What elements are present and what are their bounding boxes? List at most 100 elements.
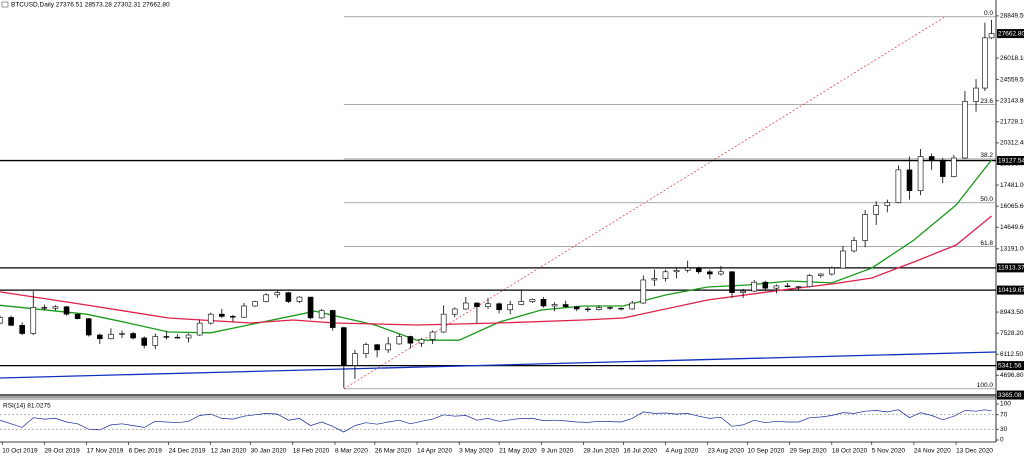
y-tick-label: 24559.50 [1000, 76, 1024, 83]
candle-body [806, 275, 813, 287]
x-tick-label: 16 Jul 2020 [623, 448, 657, 455]
candle-body [163, 336, 170, 338]
x-tick-label: 30 Jan 2020 [251, 448, 287, 455]
y-tick-label: 26018.10 [1000, 55, 1024, 62]
candle-body [507, 304, 514, 311]
candle-body [130, 333, 136, 339]
rsi-label: RSI(14) 81.0275 [3, 403, 51, 410]
fib-label: 0.0 [984, 10, 993, 17]
candle-body [982, 37, 988, 89]
candle-body [585, 308, 591, 311]
candle-body [307, 296, 314, 319]
candle-body [729, 271, 735, 293]
current-price-box [997, 29, 1024, 39]
candle-body [762, 281, 769, 289]
candle-body [884, 202, 891, 206]
rsi-tick-label: 30 [1000, 426, 1008, 433]
candle-body [740, 290, 746, 293]
candle-body [607, 307, 613, 309]
candle-body [906, 169, 913, 192]
x-tick-label: 6 Dec 2019 [129, 448, 163, 455]
candle-body [263, 294, 269, 302]
x-tick-label: 8 Mar 2020 [335, 448, 368, 455]
candle-body [219, 313, 225, 317]
rsi-tick-label: 70 [1000, 412, 1008, 419]
candle-body [784, 285, 791, 288]
candle-body [285, 292, 292, 302]
candle-body [695, 267, 702, 273]
x-tick-label: 12 Jan 2020 [211, 448, 247, 455]
candle-body [329, 310, 336, 328]
candle-body [707, 271, 713, 275]
candle-body [496, 303, 502, 311]
candle-body [640, 279, 647, 304]
candle-body [119, 333, 125, 335]
candle-body [185, 334, 192, 339]
candle-body [917, 156, 924, 192]
level-label: 5341.56 [998, 362, 1022, 369]
level-label: 11913.37 [998, 265, 1024, 272]
candle-body [463, 302, 469, 310]
current-price-label: 27662.80 [998, 30, 1024, 37]
candle-body [85, 318, 92, 336]
level-box [997, 285, 1024, 295]
rsi-tick-label: 0 [1000, 437, 1004, 444]
y-tick-label: 21728.10 [1000, 119, 1024, 126]
candle-body [8, 317, 14, 326]
candle-body [474, 302, 480, 308]
x-tick-label: 18 Feb 2020 [293, 448, 330, 455]
candle-body [573, 306, 580, 310]
candle-body [141, 337, 147, 346]
fib-label: 23.6 [980, 98, 993, 105]
candle-body [341, 327, 347, 366]
candle-body [951, 157, 957, 177]
candle-body [97, 334, 103, 340]
candle-body [629, 302, 636, 310]
candle-body [174, 336, 181, 339]
x-tick-label: 26 Mar 2020 [375, 448, 412, 455]
candle-body [429, 331, 436, 340]
x-tick-label: 21 May 2020 [499, 448, 537, 455]
candle-body [751, 281, 758, 292]
x-tick-label: 29 Oct 2019 [44, 448, 80, 455]
level-box [997, 156, 1024, 166]
level-box [997, 361, 1024, 371]
candle-body [962, 101, 968, 159]
candle-body [795, 286, 802, 288]
candle-body [296, 296, 303, 302]
x-tick-label: 9 Jun 2020 [541, 448, 574, 455]
candle-body [895, 169, 902, 203]
candle-body [374, 344, 380, 351]
candle-body [407, 336, 414, 344]
candle-body [817, 273, 824, 276]
x-tick-label: 23 Aug 2020 [708, 448, 745, 455]
candle-body [385, 343, 391, 351]
candle-body [618, 307, 624, 310]
y-tick-label: 7528.20 [1000, 330, 1024, 337]
candle-body [988, 33, 995, 39]
fib-label: 100.0 [977, 382, 994, 389]
x-tick-label: 28 Jun 2020 [583, 448, 619, 455]
candle-body [52, 306, 59, 309]
candle-body [684, 267, 691, 271]
moving-average [0, 159, 993, 341]
candle-body [363, 344, 369, 354]
x-tick-label: 5 Nov 2020 [872, 448, 906, 455]
candle-body [41, 307, 48, 309]
candle-body [74, 313, 81, 319]
candle-body [108, 333, 114, 340]
candle-body [651, 278, 658, 281]
level-label: 10419.67 [998, 287, 1024, 294]
candle-body [673, 269, 680, 273]
y-tick-label: 4696.80 [1000, 372, 1024, 379]
candle-body [718, 271, 724, 275]
candle-body [418, 339, 425, 344]
moving-average [0, 215, 993, 326]
y-tick-label: 8943.50 [1000, 309, 1024, 316]
candle-body [152, 336, 159, 346]
candle-body [540, 299, 547, 307]
y-tick-label: 17481.00 [1000, 182, 1024, 189]
